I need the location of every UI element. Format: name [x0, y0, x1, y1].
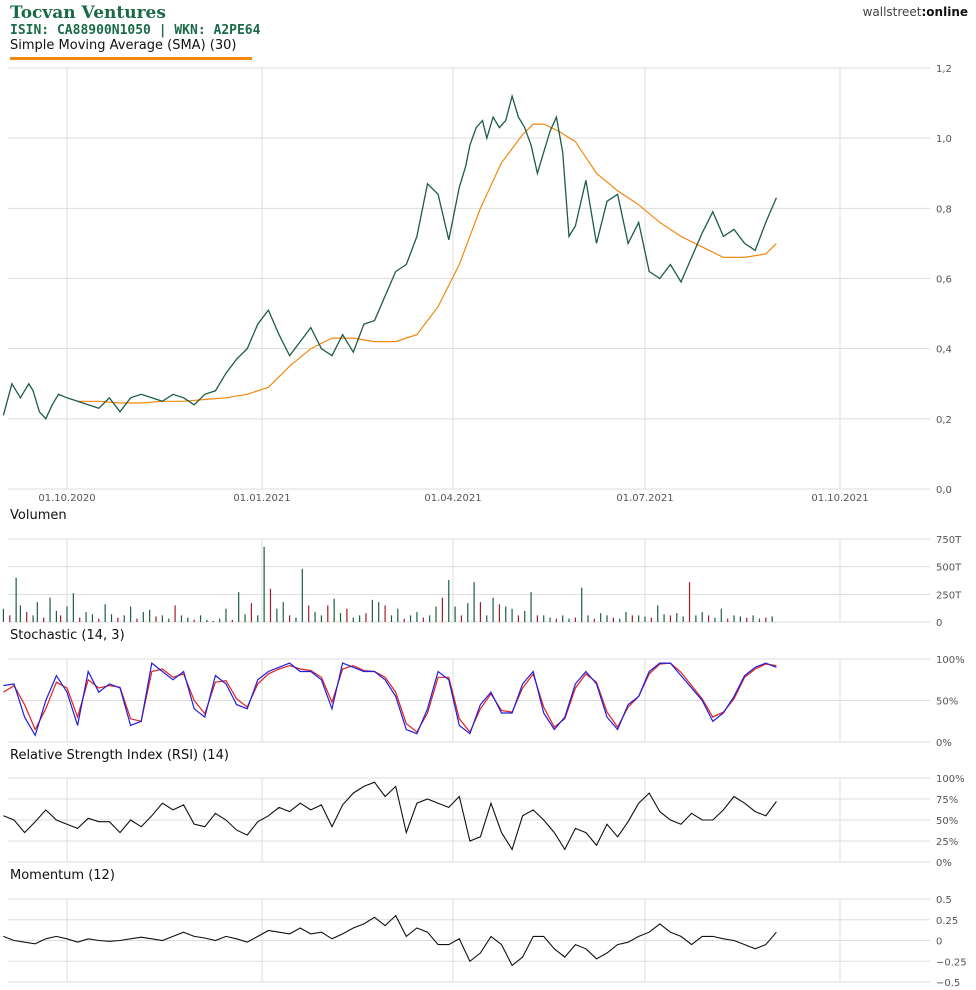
momentum-y-tick-label: 0.5	[936, 895, 952, 906]
x-tick-label: 01.04.2021	[424, 493, 481, 504]
momentum-panel-title: Momentum (12)	[10, 868, 115, 883]
stochastic-y-tick-label: 100%	[936, 655, 965, 666]
momentum-line	[3, 914, 777, 967]
rsi-y-tick-label: 75%	[936, 795, 958, 806]
isin-wkn-line: ISIN: CA88900N1050 | WKN: A2PE64	[10, 23, 261, 38]
stochastic-k-line	[3, 662, 777, 737]
momentum-y-tick-label: 0	[936, 937, 942, 948]
rsi-y-tick-label: 25%	[936, 837, 958, 848]
price-y-tick-label: 0,0	[936, 485, 952, 496]
rsi-y-tick-label: 50%	[936, 816, 958, 827]
rsi-panel-title: Relative Strength Index (RSI) (14)	[10, 748, 229, 763]
price-y-tick-label: 1,0	[936, 134, 952, 145]
volume-y-tick-label: 500T	[936, 563, 962, 574]
stochastic-d-line	[3, 662, 777, 734]
rsi-y-tick-label: 0%	[936, 858, 952, 869]
page-title: Tocvan Ventures	[10, 3, 166, 23]
price-y-tick-label: 0,6	[936, 275, 952, 286]
volume-y-tick-label: 750T	[936, 535, 962, 546]
x-tick-label: 01.01.2021	[233, 493, 290, 504]
volume-y-tick-label: 0	[936, 618, 942, 629]
brand-logo[interactable]: wallstreet:online	[863, 5, 968, 19]
volume-panel-title: Volumen	[10, 508, 67, 523]
stochastic-y-tick-label: 0%	[936, 738, 952, 749]
sma-line	[77, 123, 777, 404]
x-tick-label: 01.10.2021	[811, 493, 868, 504]
sma-legend-swatch	[10, 57, 252, 60]
price-y-tick-label: 0,8	[936, 204, 952, 215]
momentum-y-tick-label: −0.5	[936, 978, 960, 989]
x-tick-label: 01.10.2020	[38, 493, 95, 504]
brand-suffix: :online	[921, 5, 969, 19]
x-tick-label: 01.07.2021	[616, 493, 673, 504]
momentum-y-tick-label: 0.25	[936, 916, 958, 927]
price-y-tick-label: 0,2	[936, 415, 952, 426]
price-y-tick-label: 0,4	[936, 345, 952, 356]
sma-legend-label: Simple Moving Average (SMA) (30)	[10, 38, 237, 53]
rsi-line	[3, 781, 777, 851]
price-y-tick-label: 1,2	[936, 64, 952, 75]
stochastic-y-tick-label: 50%	[936, 697, 958, 708]
brand-prefix: wallstreet	[862, 5, 922, 19]
price-line	[2, 93, 777, 420]
momentum-y-tick-label: −0.25	[936, 957, 967, 968]
rsi-y-tick-label: 100%	[936, 774, 965, 785]
stochastic-panel-title: Stochastic (14, 3)	[10, 628, 125, 643]
volume-y-tick-label: 250T	[936, 590, 962, 601]
